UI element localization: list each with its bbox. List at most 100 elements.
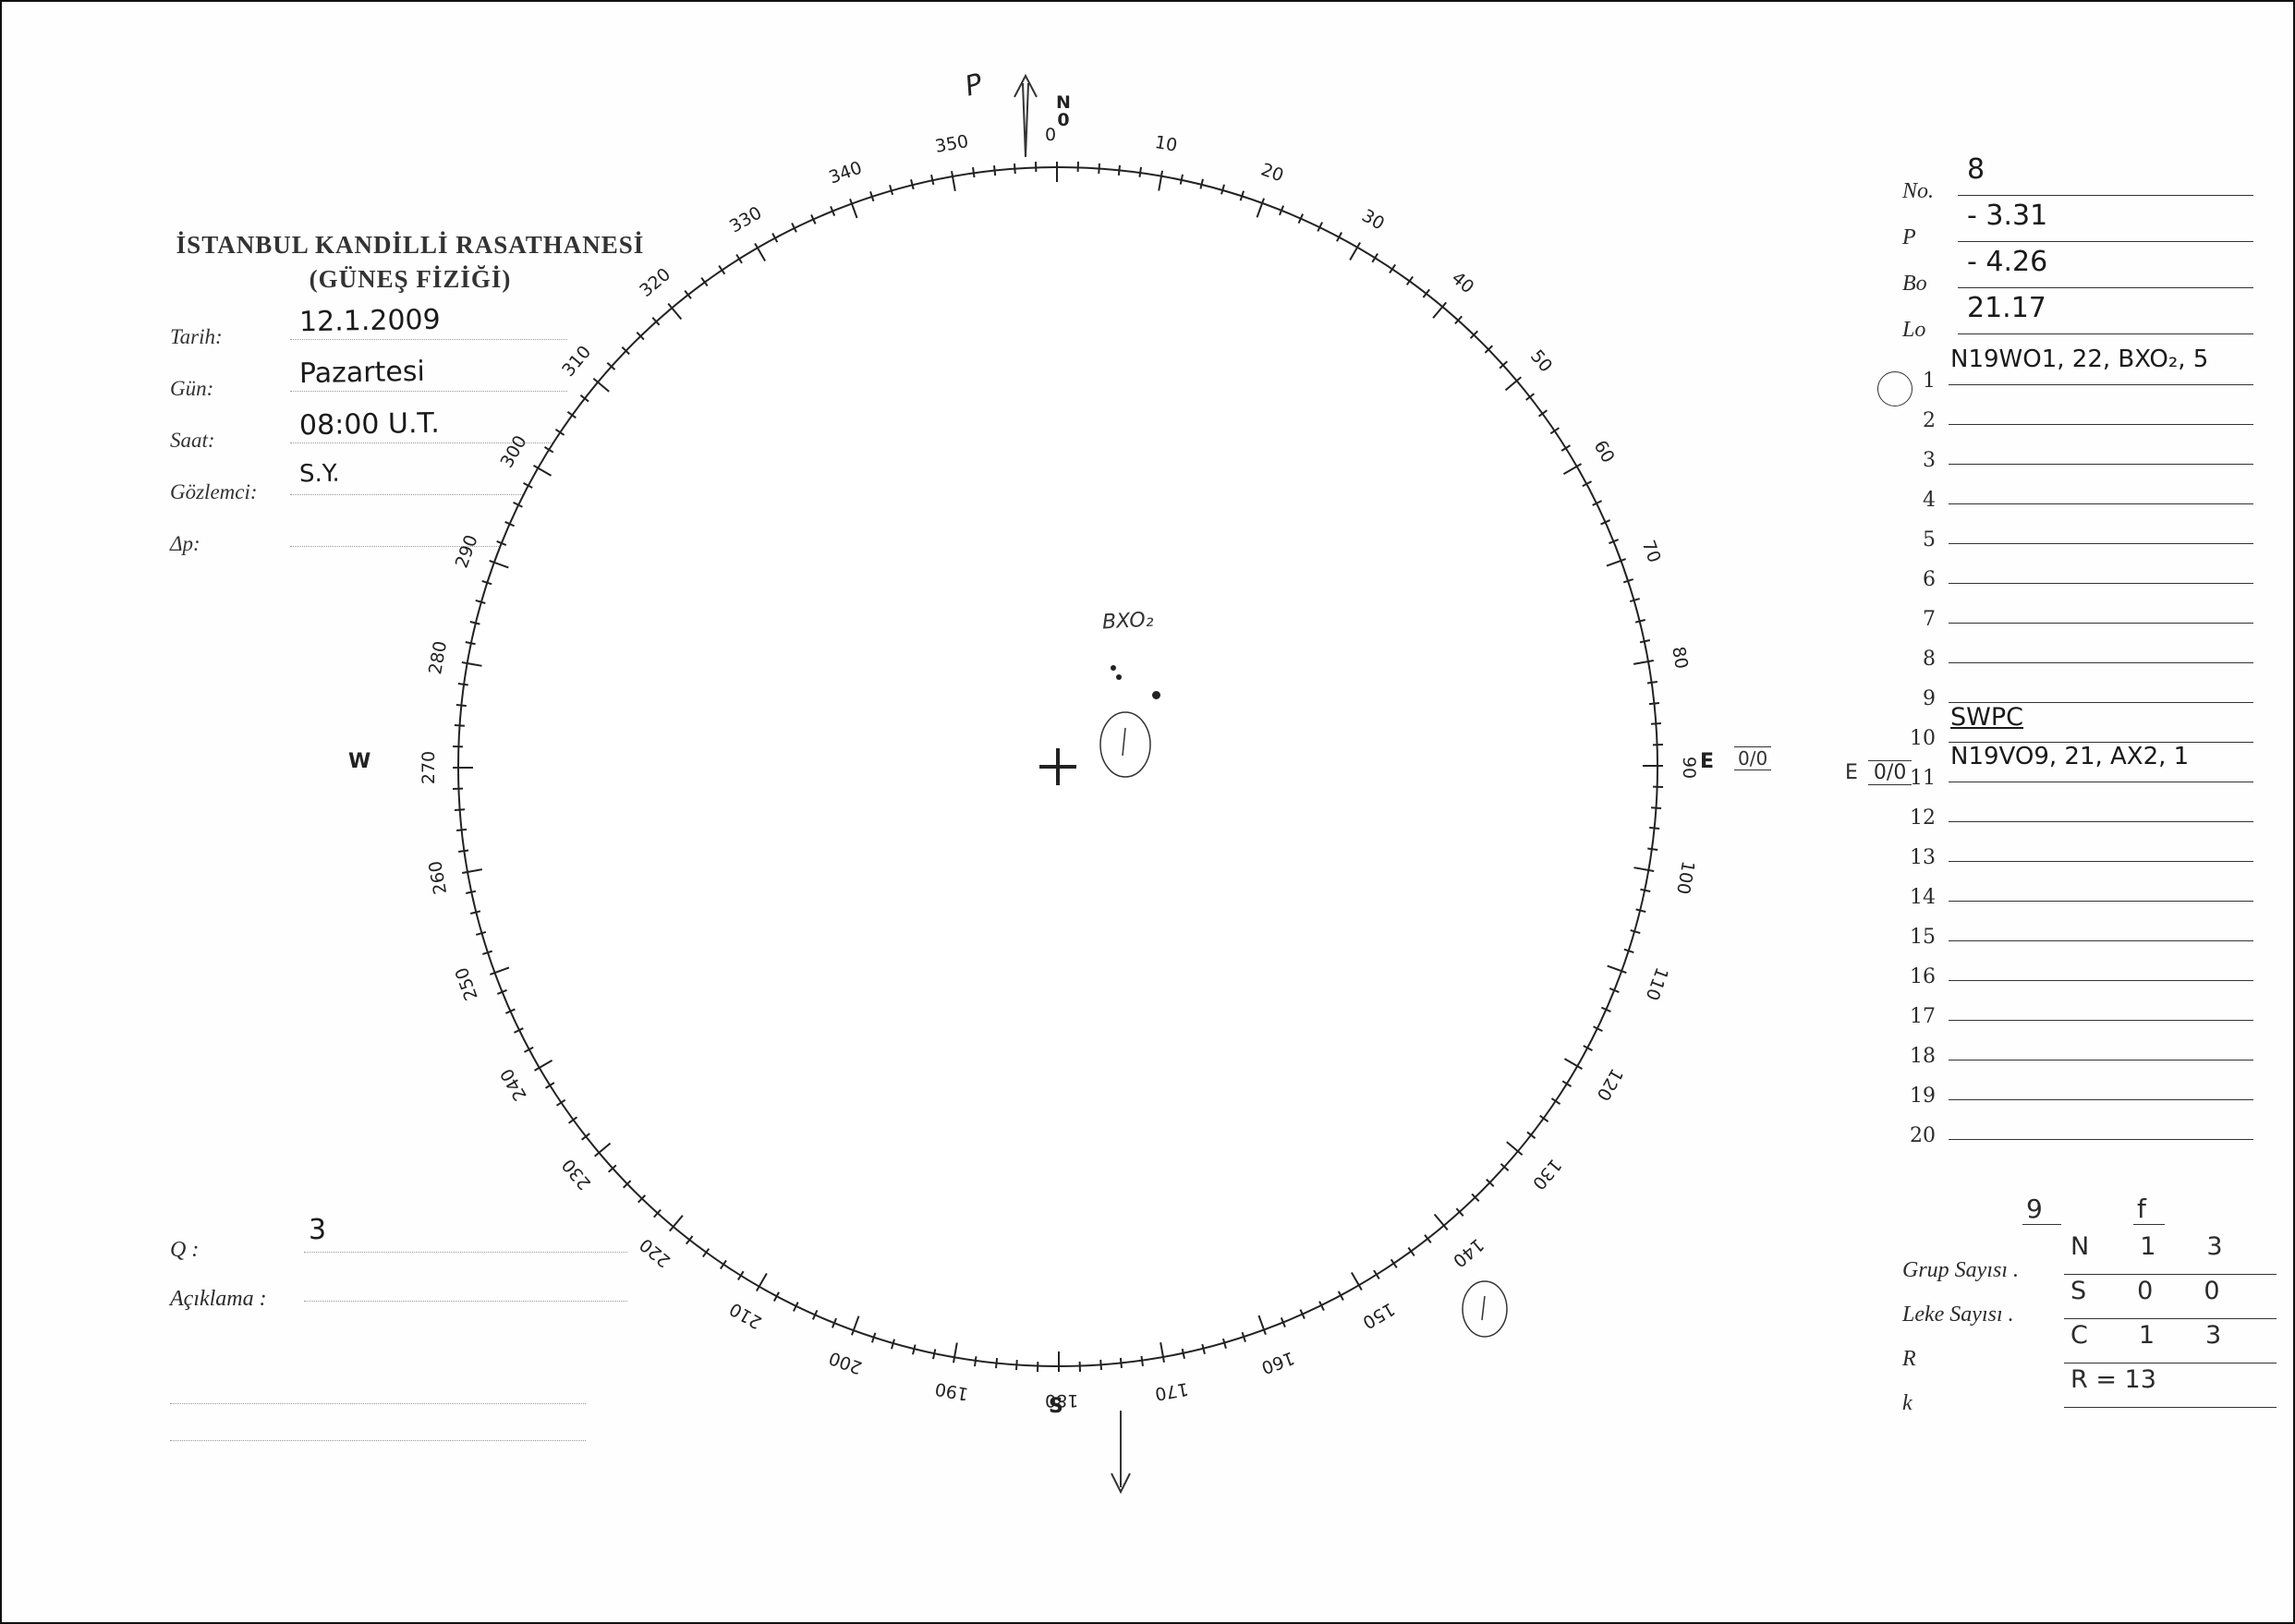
summary-col-f[interactable]: f	[2133, 1194, 2165, 1225]
e-handwritten-note[interactable]: 0/0	[1734, 746, 1771, 770]
degree-tick-238	[545, 1082, 554, 1088]
summary-col-9[interactable]: 9	[2022, 1194, 2061, 1225]
list-input-1[interactable]	[1949, 384, 2253, 385]
list-index-4: 4	[1902, 489, 1936, 512]
degree-tick-232	[581, 1133, 590, 1140]
info-row-no: No. 8	[1902, 179, 2272, 204]
degree-label-270: 270	[419, 751, 439, 784]
list-input-15[interactable]	[1949, 940, 2253, 941]
gun-value[interactable]: Pazartesi	[299, 356, 425, 390]
list-input-12[interactable]	[1949, 821, 2253, 822]
degree-tick-280	[462, 661, 482, 667]
list-input-20[interactable]	[1949, 1139, 2253, 1140]
degree-tick-166	[1202, 1343, 1206, 1353]
degree-tick-316	[637, 332, 645, 340]
degree-tick-216	[702, 1248, 710, 1257]
list-row-7[interactable]: 7	[1902, 608, 2272, 648]
leke-sayisi-values[interactable]: S 0 0	[2070, 1277, 2220, 1305]
degree-tick-64	[1592, 500, 1602, 505]
degree-tick-344	[890, 185, 894, 195]
list-input-16[interactable]	[1949, 980, 2253, 981]
degree-tick-54	[1538, 410, 1548, 418]
degree-tick-274	[454, 724, 464, 727]
degree-tick-156	[1300, 1310, 1305, 1320]
list-row-16[interactable]: 16	[1902, 965, 2272, 1005]
degree-label-330: 330	[725, 202, 764, 236]
list-row-1[interactable]: 1 N19WO1, 22, BXO₂, 5	[1902, 370, 2272, 409]
degree-tick-290	[489, 560, 508, 568]
list-row-20[interactable]: 20	[1902, 1124, 2272, 1164]
degree-tick-324	[701, 277, 709, 286]
grup-sayisi-values[interactable]: N 1 3	[2070, 1232, 2223, 1261]
degree-tick-314	[622, 346, 630, 355]
degree-tick-128	[1526, 1132, 1536, 1139]
list-input-4[interactable]	[1949, 503, 2253, 504]
degree-tick-90	[1643, 765, 1663, 767]
list-value-10[interactable]: SWPC	[1950, 703, 2023, 732]
list-input-7[interactable]	[1949, 623, 2253, 624]
r-values[interactable]: C 1 3	[2070, 1321, 2221, 1350]
list-input-5[interactable]	[1949, 543, 2253, 544]
list-row-6[interactable]: 6	[1902, 568, 2272, 608]
degree-label-150: 150	[1358, 1299, 1397, 1333]
list-value-1[interactable]: N19WO1, 22, BXO₂, 5	[1950, 345, 2208, 373]
list-input-2[interactable]	[1949, 424, 2253, 425]
k-values[interactable]: R = 13	[2070, 1365, 2156, 1394]
degree-label-20: 20	[1258, 160, 1286, 187]
no-p-bo-lo-table: No. 8 P - 3.31 Bo - 4.26 Lo 21.17	[1902, 179, 2272, 364]
list-row-14[interactable]: 14	[1902, 886, 2272, 926]
degree-tick-106	[1630, 929, 1640, 934]
list-input-14[interactable]	[1949, 901, 2253, 902]
list-row-13[interactable]: 13	[1902, 846, 2272, 886]
list-row-15[interactable]: 15	[1902, 926, 2272, 965]
list-row-18[interactable]: 18	[1902, 1045, 2272, 1085]
list-row-19[interactable]: 19	[1902, 1085, 2272, 1124]
list-row-5[interactable]: 5	[1902, 528, 2272, 568]
q-value[interactable]: 3	[309, 1214, 326, 1246]
list-row-17[interactable]: 17	[1902, 1005, 2272, 1045]
list-row-4[interactable]: 4	[1902, 489, 2272, 528]
list-input-13[interactable]	[1949, 861, 2253, 862]
list-value-11[interactable]: N19VO9, 21, AX2, 1	[1950, 743, 2189, 770]
degree-tick-214	[720, 1260, 727, 1269]
degree-label-200: 200	[826, 1347, 865, 1377]
p-value[interactable]: - 3.31	[1967, 200, 2047, 232]
degree-tick-164	[1221, 1339, 1226, 1349]
list-row-3[interactable]: 3	[1902, 449, 2272, 489]
list-row-11[interactable]: 11 N19VO9, 21, AX2, 1	[1902, 767, 2272, 806]
e-side-tag-value[interactable]: 0/0	[1868, 760, 1912, 785]
degree-tick-298	[523, 482, 533, 489]
degree-tick-38	[1423, 289, 1430, 298]
list-input-6[interactable]	[1949, 583, 2253, 584]
degree-tick-252	[482, 951, 492, 955]
list-row-2[interactable]: 2	[1902, 409, 2272, 449]
degree-tick-204	[812, 1310, 818, 1320]
gozlemci-value[interactable]: S.Y.	[299, 460, 340, 489]
degree-tick-250	[490, 966, 509, 975]
bo-value[interactable]: - 4.26	[1967, 246, 2047, 278]
list-input-17[interactable]	[1949, 1020, 2253, 1021]
no-value[interactable]: 8	[1967, 153, 1985, 186]
degree-tick-268	[453, 787, 463, 789]
list-row-12[interactable]: 12	[1902, 806, 2272, 846]
list-index-1: 1	[1902, 370, 1936, 393]
list-input-8[interactable]	[1949, 662, 2253, 663]
degree-label-70: 70	[1637, 538, 1664, 565]
list-row-8[interactable]: 8	[1902, 648, 2272, 687]
lo-value[interactable]: 21.17	[1967, 292, 2046, 324]
degree-label-90: 90	[1679, 757, 1699, 779]
degree-tick-206	[793, 1302, 798, 1312]
degree-label-260: 260	[426, 859, 452, 896]
list-input-3[interactable]	[1949, 464, 2253, 465]
degree-label-240: 240	[496, 1064, 530, 1103]
degree-tick-92	[1653, 786, 1663, 788]
degree-tick-152	[1337, 1291, 1343, 1302]
degree-tick-282	[466, 641, 476, 645]
e-side-tag: E 0/0	[1845, 761, 1912, 784]
degree-tick-20	[1257, 198, 1265, 217]
degree-tick-124	[1551, 1098, 1560, 1106]
degree-tick-188	[974, 1356, 977, 1366]
degree-tick-0	[1056, 162, 1058, 182]
list-input-19[interactable]	[1949, 1099, 2253, 1100]
degree-tick-318	[651, 317, 660, 325]
